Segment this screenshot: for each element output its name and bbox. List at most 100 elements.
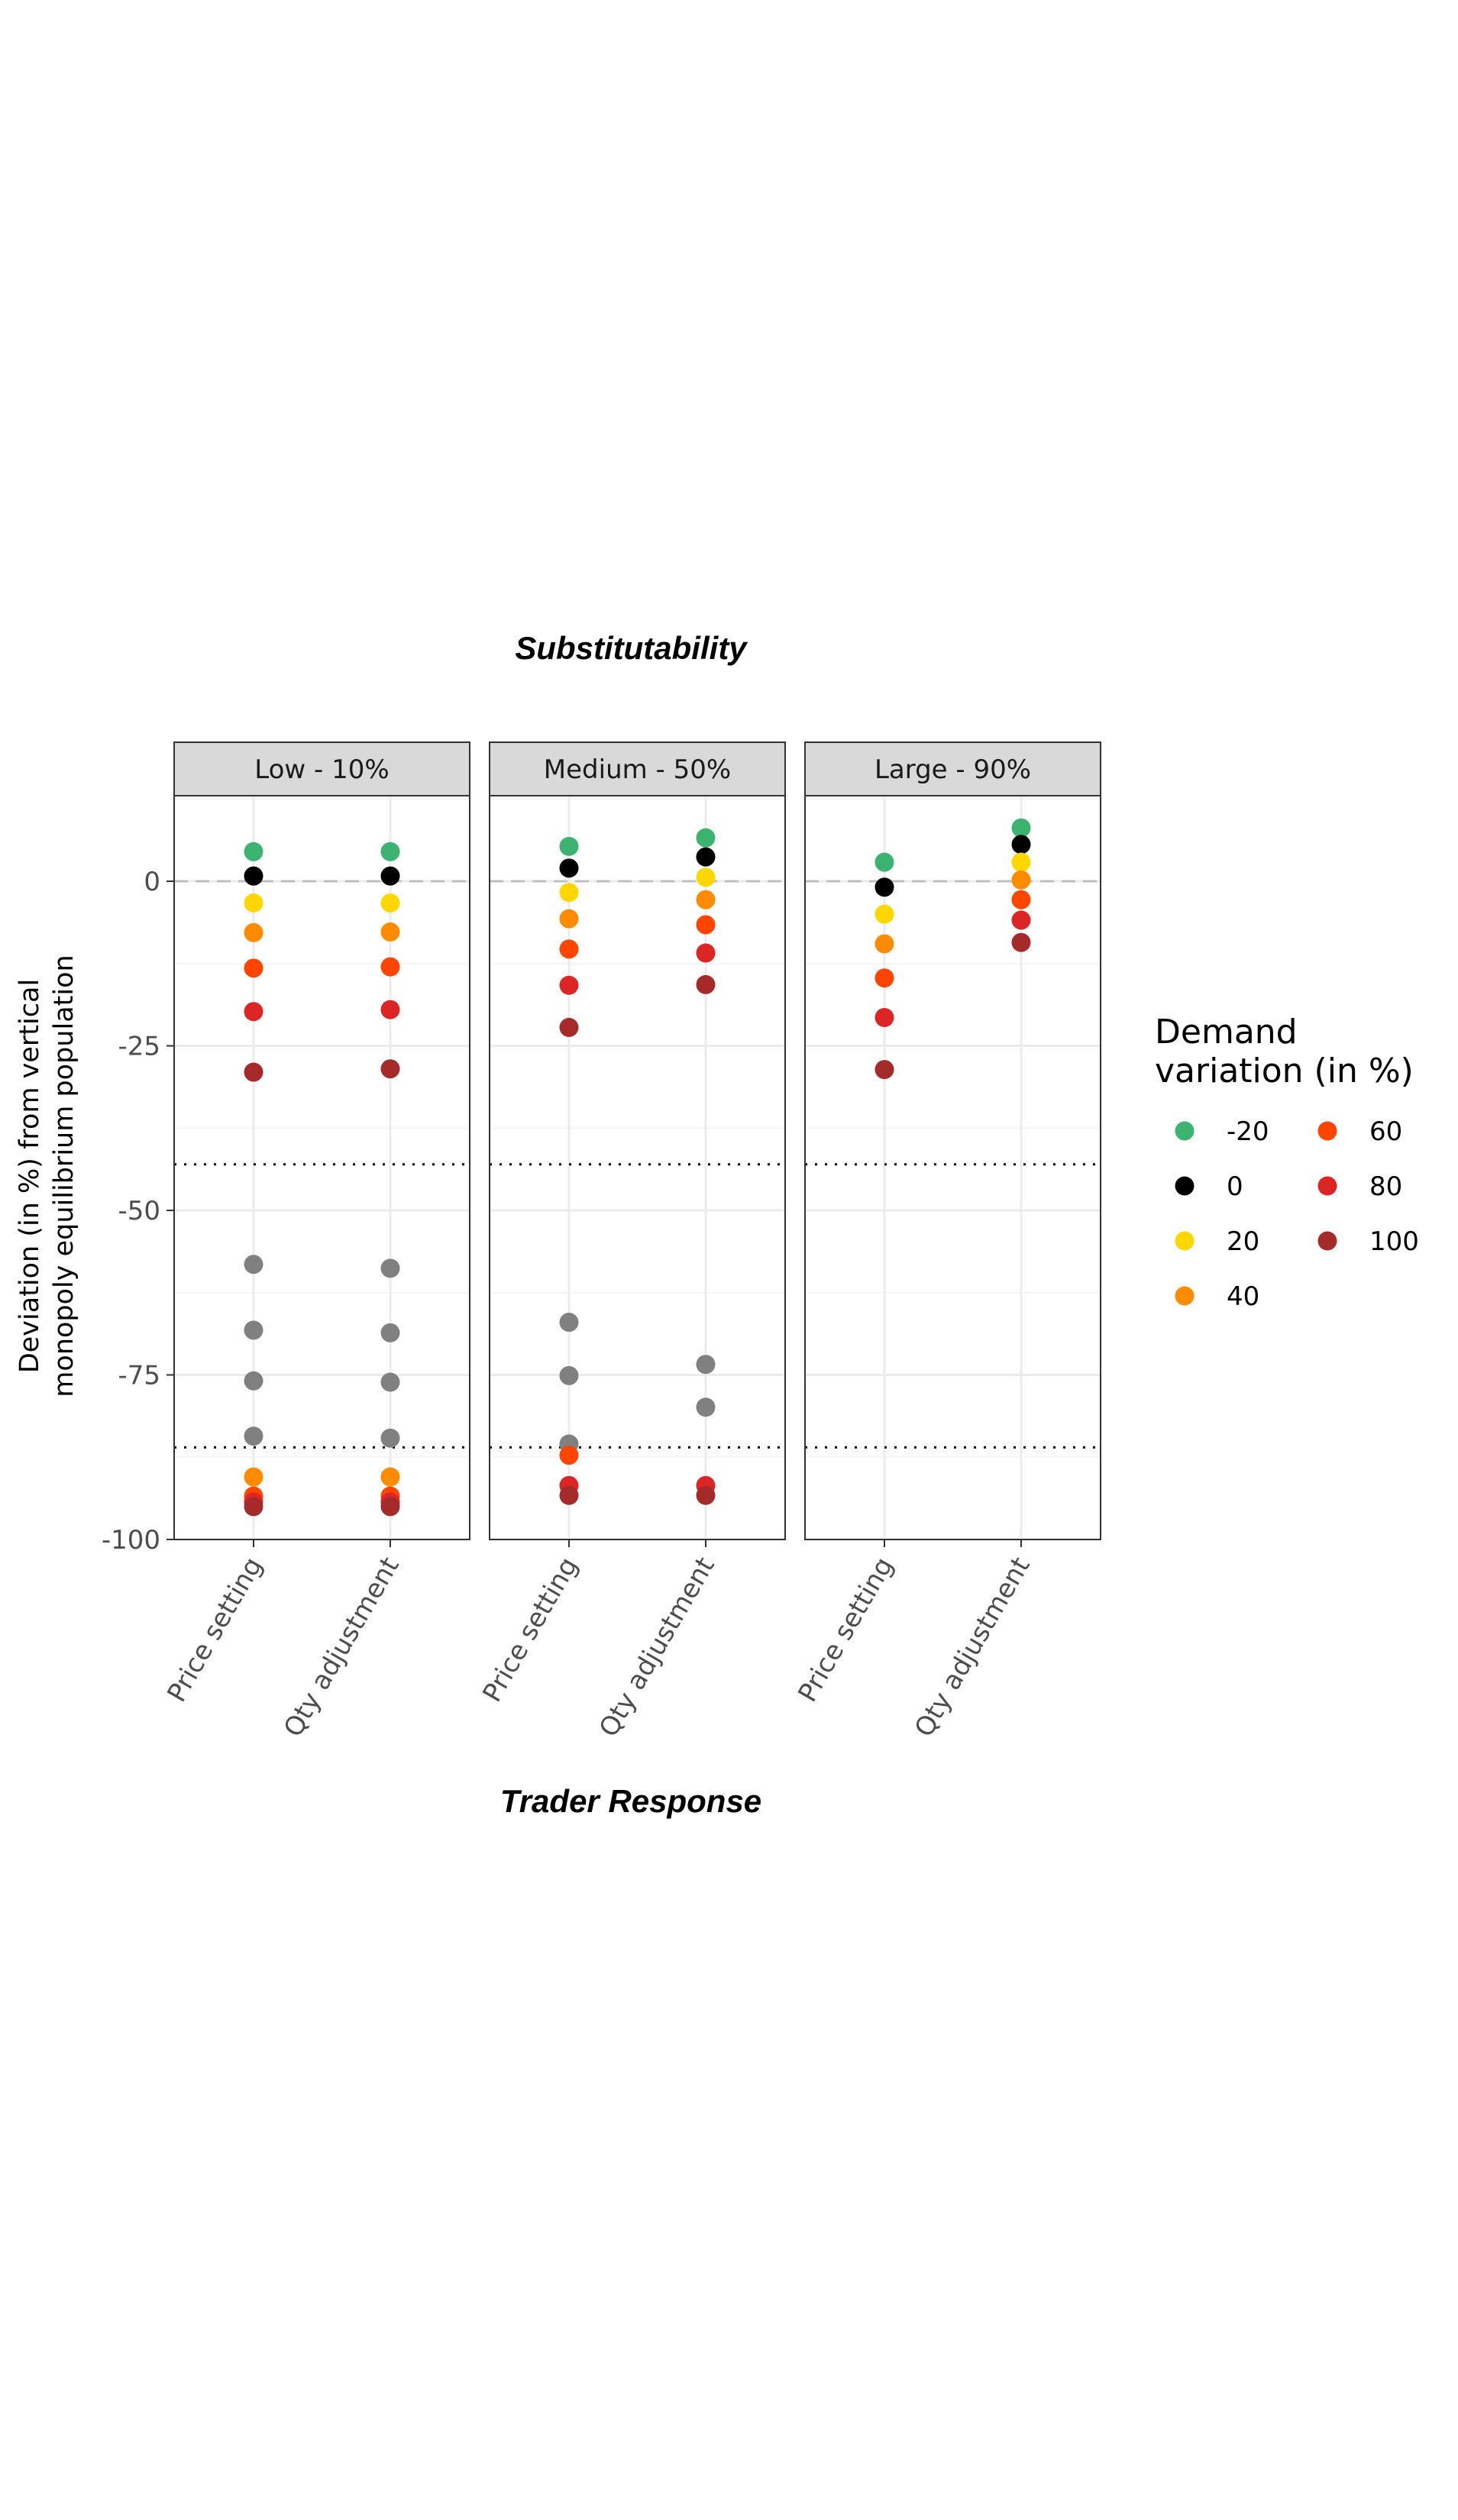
data-point: [696, 1485, 716, 1505]
data-point: [1011, 910, 1031, 930]
data-point: [244, 922, 263, 942]
legend-key: [1317, 1121, 1337, 1141]
legend-title-line1: Demand: [1155, 1013, 1298, 1052]
legend-item: -20: [1175, 1116, 1269, 1147]
legend-label: 40: [1227, 1281, 1259, 1312]
legend-key: [1175, 1121, 1195, 1141]
data-point: [244, 1467, 263, 1487]
data-point: [1011, 818, 1031, 838]
data-point: [244, 866, 263, 886]
data-point: [380, 1497, 400, 1517]
panel-strip-label: Medium - 50%: [544, 754, 731, 785]
y-tick-label: -100: [102, 1525, 160, 1556]
x-tick-label: Price setting: [161, 1552, 268, 1707]
legend-key: [1317, 1176, 1337, 1196]
data-point: [696, 890, 716, 909]
data-point: [380, 1000, 400, 1019]
data-point: [559, 883, 579, 903]
data-point: [696, 974, 716, 994]
y-tick-label: 0: [144, 867, 160, 897]
y-axis-title-line1: Deviation (in %) from vertical: [15, 979, 45, 1373]
data-point: [244, 1062, 263, 1082]
panel-3: Large - 90% Price setting Qty adjustment: [792, 741, 1101, 1743]
legend-item: 80: [1317, 1171, 1402, 1202]
data-point: [696, 867, 716, 887]
panel-strip: [173, 741, 470, 796]
data-point: [696, 915, 716, 935]
data-point: [244, 958, 263, 978]
data-point: [559, 975, 579, 995]
panel-2: Medium - 50% Price setting Qty adjustment: [477, 741, 786, 1743]
legend-label: 20: [1227, 1226, 1259, 1257]
panel-background: [490, 796, 785, 1539]
legend: Demand variation (in %) -20 0 20 40 60 80 100: [1155, 1013, 1419, 1312]
data-point: [874, 852, 894, 872]
data-point: [559, 909, 579, 929]
data-point: [559, 836, 579, 856]
data-point: [696, 1397, 716, 1417]
data-point: [559, 1365, 579, 1385]
data-point: [559, 1017, 579, 1037]
x-tick-label: Price setting: [477, 1552, 584, 1707]
panel-border: [173, 795, 470, 1540]
data-point: [380, 957, 400, 977]
panel-border: [489, 795, 786, 1540]
data-point: [244, 1497, 263, 1517]
data-point: [874, 934, 894, 954]
panel-1: Low - 10% Price setting Qty adjustment: [161, 741, 470, 1743]
data-point: [380, 922, 400, 942]
data-point: [380, 866, 400, 886]
x-tick-label: Qty adjustment: [909, 1552, 1036, 1743]
legend-label: 0: [1227, 1171, 1243, 1202]
y-axis-title-line2: monopoly equilibrium population: [49, 955, 79, 1397]
data-point: [1011, 890, 1031, 909]
panel-border: [804, 795, 1101, 1540]
legend-key: [1175, 1176, 1195, 1196]
data-point: [874, 877, 894, 897]
panel-strip: [804, 741, 1101, 796]
data-point: [380, 1467, 400, 1487]
data-point: [1011, 870, 1031, 890]
legend-label: 100: [1369, 1226, 1419, 1257]
panel-strip-label: Large - 90%: [874, 754, 1031, 785]
x-tick-label: Price setting: [792, 1552, 899, 1707]
data-point: [874, 904, 894, 924]
x-axis-title: Trader Response: [500, 1783, 761, 1819]
data-point: [244, 1371, 263, 1391]
data-point: [559, 939, 579, 959]
data-point: [380, 842, 400, 861]
legend-item: 40: [1175, 1281, 1259, 1312]
legend-item: 0: [1175, 1171, 1243, 1202]
chart-title: Substitutability: [515, 630, 748, 666]
legend-item: 100: [1317, 1226, 1419, 1257]
legend-title-line2: variation (in %): [1155, 1052, 1414, 1090]
data-point: [244, 1320, 263, 1340]
data-point: [874, 1060, 894, 1080]
data-point: [244, 1426, 263, 1446]
data-point: [559, 1485, 579, 1505]
data-point: [380, 1428, 400, 1448]
legend-item: 20: [1175, 1226, 1259, 1257]
data-point: [380, 1059, 400, 1079]
panel-strip-label: Low - 10%: [254, 754, 389, 785]
x-tick-label: Qty adjustment: [593, 1552, 721, 1743]
y-tick-label: -25: [118, 1032, 160, 1062]
panel-strip: [489, 741, 786, 796]
data-point: [874, 968, 894, 988]
panel-background: [174, 796, 470, 1539]
legend-item: 60: [1317, 1116, 1402, 1147]
y-axis: 0 -25 -50 -75 -100: [102, 867, 174, 1556]
data-point: [696, 847, 716, 867]
data-point: [380, 1372, 400, 1392]
data-point: [559, 858, 579, 878]
data-point: [559, 1446, 579, 1465]
data-point: [696, 943, 716, 963]
data-point: [1011, 852, 1031, 872]
data-point: [1011, 835, 1031, 855]
legend-key: [1317, 1231, 1337, 1251]
data-point: [380, 1323, 400, 1342]
legend-label: -20: [1227, 1116, 1269, 1147]
x-tick-label: Qty adjustment: [278, 1552, 406, 1743]
data-point: [874, 1007, 894, 1027]
